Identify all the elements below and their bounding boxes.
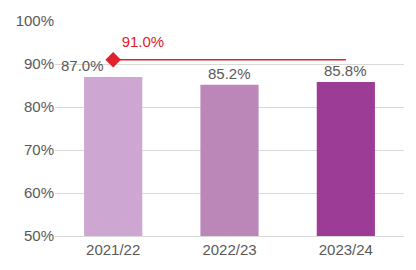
svg-text:90%: 90%	[24, 55, 54, 72]
svg-text:100%: 100%	[16, 12, 54, 29]
svg-text:2021/22: 2021/22	[86, 241, 140, 258]
svg-text:87.0%: 87.0%	[61, 57, 104, 74]
svg-text:85.2%: 85.2%	[208, 65, 251, 82]
svg-text:80%: 80%	[24, 98, 54, 115]
svg-text:91.0%: 91.0%	[122, 33, 165, 50]
svg-text:2023/24: 2023/24	[319, 241, 373, 258]
svg-text:50%: 50%	[24, 227, 54, 244]
svg-text:85.8%: 85.8%	[324, 62, 367, 79]
svg-text:2022/23: 2022/23	[202, 241, 256, 258]
svg-text:70%: 70%	[24, 141, 54, 158]
svg-text:60%: 60%	[24, 184, 54, 201]
